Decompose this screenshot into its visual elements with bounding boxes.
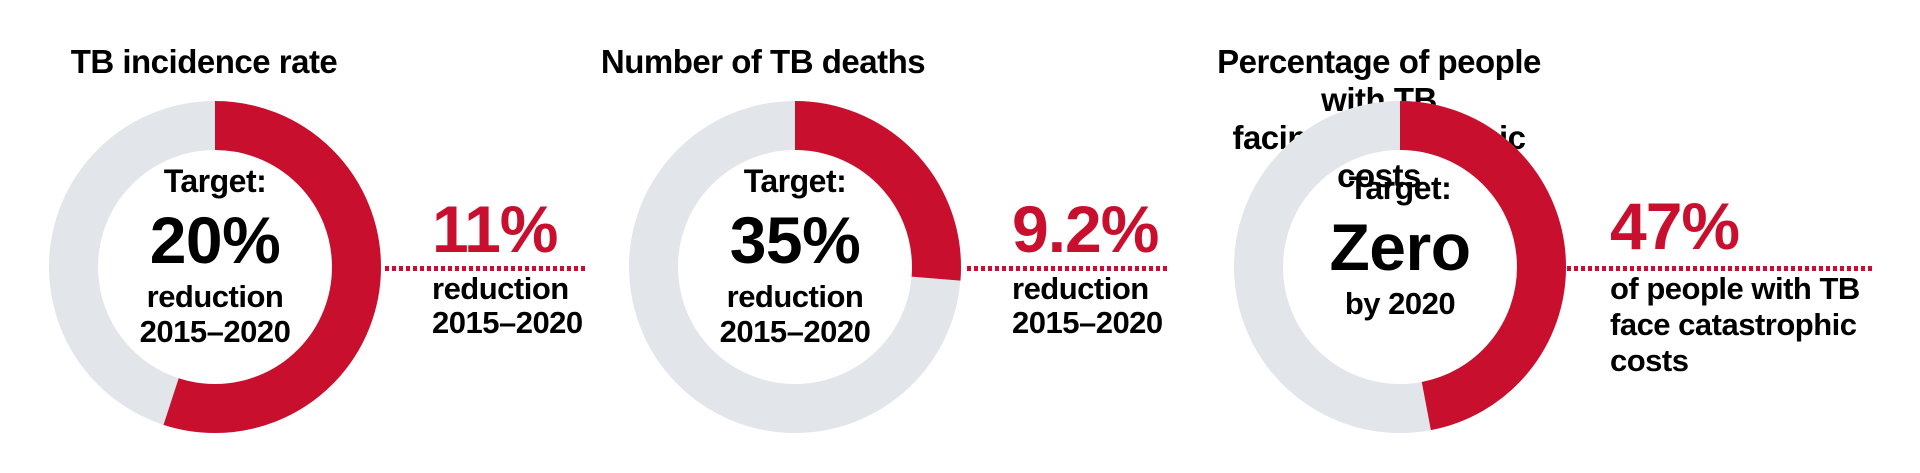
chart3-target-line2: by 2020 bbox=[1344, 286, 1456, 321]
chart3-result-line1: of people with TB bbox=[1610, 271, 1860, 306]
chart1-title: TB incidence rate bbox=[37, 43, 371, 81]
chart2-target-label: Target: bbox=[743, 163, 847, 199]
chart3-dotted-leader-line bbox=[1567, 266, 1872, 271]
chart3-result-line3: costs bbox=[1610, 343, 1689, 378]
chart2-dotted-leader-line bbox=[967, 266, 1167, 271]
chart2-result-description: reduction 2015–2020 bbox=[1012, 272, 1163, 340]
chart3-result-value: 47% bbox=[1610, 189, 1740, 263]
chart1-target-line2: reduction bbox=[146, 279, 284, 314]
chart1-target-line3: 2015–2020 bbox=[139, 314, 291, 349]
chart2-title: Number of TB deaths bbox=[596, 43, 930, 81]
chart1-target-value: 20% bbox=[149, 203, 281, 277]
chart2-donut-progress-arc bbox=[629, 101, 961, 433]
chart2-result-line1: reduction bbox=[1012, 271, 1149, 306]
chart1-center-label: Target: 20% reduction 2015–2020 bbox=[98, 163, 332, 349]
chart3-donut bbox=[1234, 101, 1566, 433]
chart2-target-line3: 2015–2020 bbox=[719, 314, 871, 349]
chart3-target-label: Target: bbox=[1348, 170, 1452, 206]
chart3-donut-progress-arc bbox=[1234, 101, 1566, 433]
chart3-result-description: of people with TB face catastrophic cost… bbox=[1610, 271, 1860, 379]
chart3-title-line1: Percentage of people with TB bbox=[1217, 43, 1541, 119]
chart1-result-value: 11% bbox=[432, 192, 558, 266]
chart1-result-line1: reduction bbox=[432, 271, 569, 306]
chart1-target-label: Target: bbox=[163, 163, 267, 199]
chart2-title-line1: Number of TB deaths bbox=[600, 43, 926, 81]
chart1-donut bbox=[49, 101, 381, 433]
chart1-result-description: reduction 2015–2020 bbox=[432, 272, 583, 340]
chart1-dotted-leader-line bbox=[385, 266, 585, 271]
chart3-result-line2: face catastrophic bbox=[1610, 307, 1857, 342]
chart1-donut-progress-arc bbox=[49, 101, 381, 433]
chart3-center-label: Target: Zero by 2020 bbox=[1283, 170, 1517, 321]
chart1-title-line1: TB incidence rate bbox=[70, 43, 338, 81]
chart1-result-line2: 2015–2020 bbox=[432, 305, 583, 340]
chart2-result-line2: 2015–2020 bbox=[1012, 305, 1163, 340]
chart3-target-value: Zero bbox=[1329, 210, 1471, 284]
chart2-target-value: 35% bbox=[729, 203, 861, 277]
chart2-center-label: Target: 35% reduction 2015–2020 bbox=[678, 163, 912, 349]
chart2-donut bbox=[629, 101, 961, 433]
chart2-result-value: 9.2% bbox=[1012, 192, 1159, 266]
chart2-target-line2: reduction bbox=[726, 279, 864, 314]
